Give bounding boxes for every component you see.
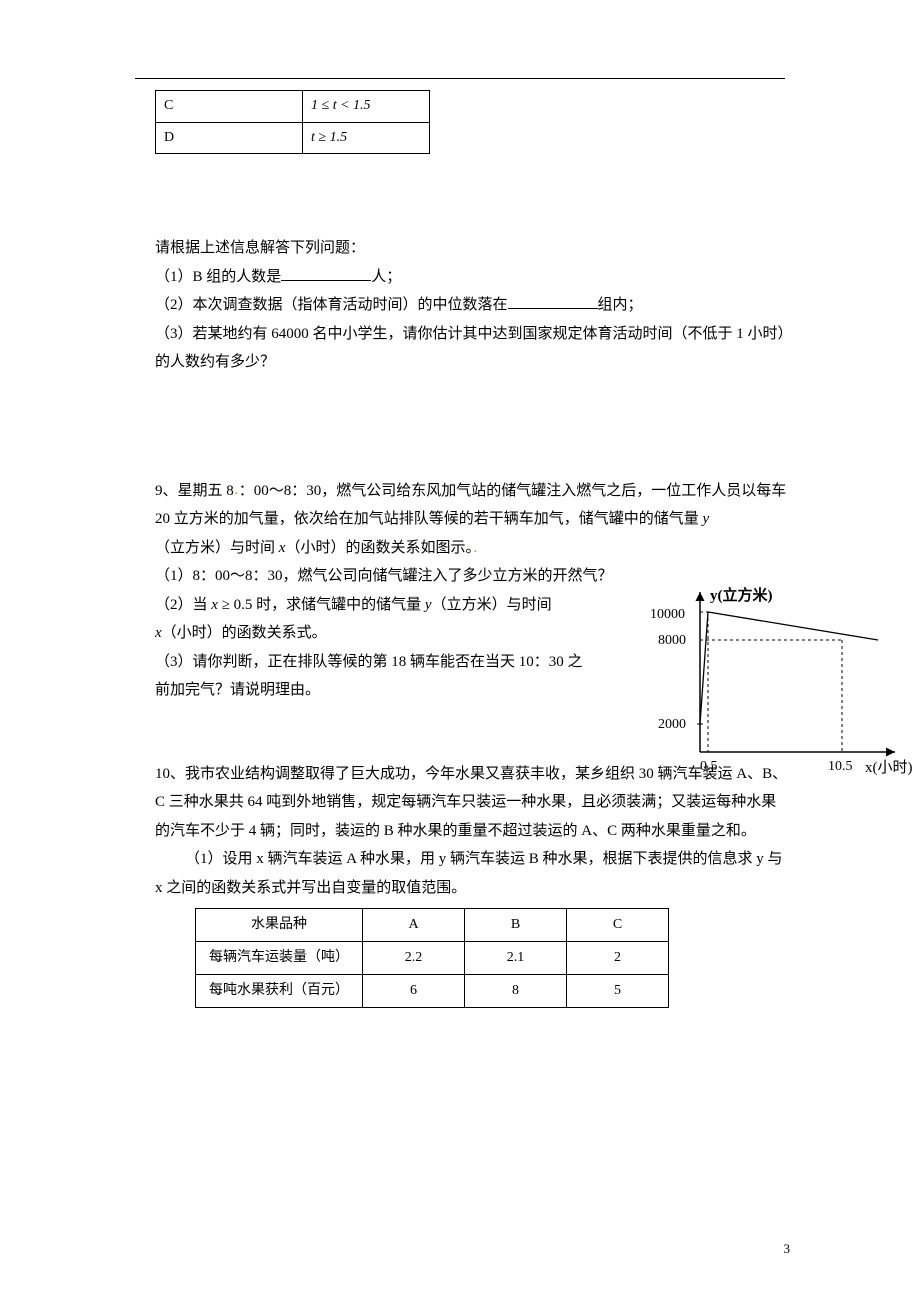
page-number: 3 (784, 1237, 791, 1262)
t: ：00～8：30，燃气公司给东风加气站的储气罐注入燃气之后，一位工作人员以每车 … (155, 483, 786, 528)
t: ≥ 0.5 时，求储气罐中的储气量 (218, 597, 425, 613)
cell-cond: 1 ≤ t < 1.5 (303, 91, 430, 123)
td: 8 (465, 975, 567, 1008)
q8-p1-a: （1）B 组的人数是 (155, 269, 281, 285)
cell-cond: t ≥ 1.5 (303, 122, 430, 154)
fruit-table: 水果品种 A B C 每辆汽车运装量（吨） 2.2 2.1 2 每吨水果获利（百… (195, 908, 669, 1008)
q8-p2: （2）本次调查数据（指体育活动时间）的中位数落在 组内； (155, 291, 790, 320)
var-x: x (155, 625, 162, 641)
xtick: 10.5 (828, 759, 853, 774)
blank (281, 266, 371, 281)
t: （立方米）与时间 (432, 597, 552, 613)
var-y: y (425, 597, 432, 613)
var-x: x (211, 597, 218, 613)
th: 水果品种 (196, 909, 363, 942)
td: 5 (567, 975, 669, 1008)
td: 每吨水果获利（百元） (196, 975, 363, 1008)
q8-p1-b: 人； (371, 269, 401, 285)
q9-l2: （立方米）与时间 x（小时）的函数关系如图示。． (155, 534, 790, 563)
cell-label: C (156, 91, 303, 123)
td: 2.1 (465, 942, 567, 975)
gas-chart: y(立方米) x(小时) 10000 8000 2000 0.5 10.5 (640, 582, 915, 792)
q9-p2: （2）当 x ≥ 0.5 时，求储气罐中的储气量 y（立方米）与时间 (155, 591, 595, 620)
th: C (567, 909, 669, 942)
group-table: C 1 ≤ t < 1.5 D t ≥ 1.5 (155, 90, 430, 154)
ytick: 2000 (658, 717, 686, 732)
table-row: C 1 ≤ t < 1.5 (156, 91, 430, 123)
top-rule (135, 78, 785, 79)
table-row: 每吨水果获利（百元） 6 8 5 (196, 975, 669, 1008)
q10-p1: （1）设用 x 辆汽车装运 A 种水果，用 y 辆汽车装运 B 种水果，根据下表… (155, 845, 790, 902)
q8-p2-b: 组内； (598, 297, 643, 313)
q10-block: 10、我市农业结构调整取得了巨大成功，今年水果又喜获丰收，某乡组织 30 辆汽车… (155, 760, 790, 1009)
q8-p2-a: （2）本次调查数据（指体育活动时间）的中位数落在 (155, 297, 508, 313)
th: B (465, 909, 567, 942)
y-axis-label: y(立方米) (710, 586, 773, 604)
td: 每辆汽车运装量（吨） (196, 942, 363, 975)
td: 6 (363, 975, 465, 1008)
t: （小时）的函数关系如图示。 (285, 540, 473, 556)
blank (508, 294, 598, 309)
q8-p1: （1）B 组的人数是 人； (155, 263, 790, 292)
var-y: y (703, 511, 710, 527)
t: 9、星期五 8 (155, 483, 234, 499)
td: 2.2 (363, 942, 465, 975)
table-row: D t ≥ 1.5 (156, 122, 430, 154)
xtick: 0.5 (700, 759, 718, 774)
td: 2 (567, 942, 669, 975)
q9-p3: （3）请你判断，正在排队等候的第 18 辆车能否在当天 10：30 之前加完气？… (155, 648, 595, 705)
t: （2）当 (155, 597, 211, 613)
ytick: 8000 (658, 633, 686, 648)
table-row: 每辆汽车运装量（吨） 2.2 2.1 2 (196, 942, 669, 975)
cell-label: D (156, 122, 303, 154)
x-axis-label: x(小时) (865, 759, 913, 776)
series-line (700, 612, 878, 724)
q8-p3: （3）若某地约有 64000 名中小学生，请你估计其中达到国家规定体育活动时间（… (155, 320, 790, 377)
t: （小时）的函数关系式。 (162, 625, 327, 641)
ytick: 10000 (650, 607, 685, 622)
table-row: 水果品种 A B C (196, 909, 669, 942)
q9-block: 9、星期五 8 ． ：00～8：30，燃气公司给东风加气站的储气罐注入燃气之后，一位… (155, 477, 790, 705)
th: A (363, 909, 465, 942)
q8-lead: 请根据上述信息解答下列问题： (155, 234, 790, 263)
dot-icon: ． (473, 544, 483, 555)
q9-intro: 9、星期五 8．：00～8：30，燃气公司给东风加气站的储气罐注入燃气之后，一位… (155, 477, 790, 534)
t: （立方米）与时间 (155, 540, 279, 556)
q8-block: 请根据上述信息解答下列问题： （1）B 组的人数是 人； （2）本次调查数据（指体… (155, 234, 790, 377)
q9-p2b: x（小时）的函数关系式。 (155, 619, 595, 648)
